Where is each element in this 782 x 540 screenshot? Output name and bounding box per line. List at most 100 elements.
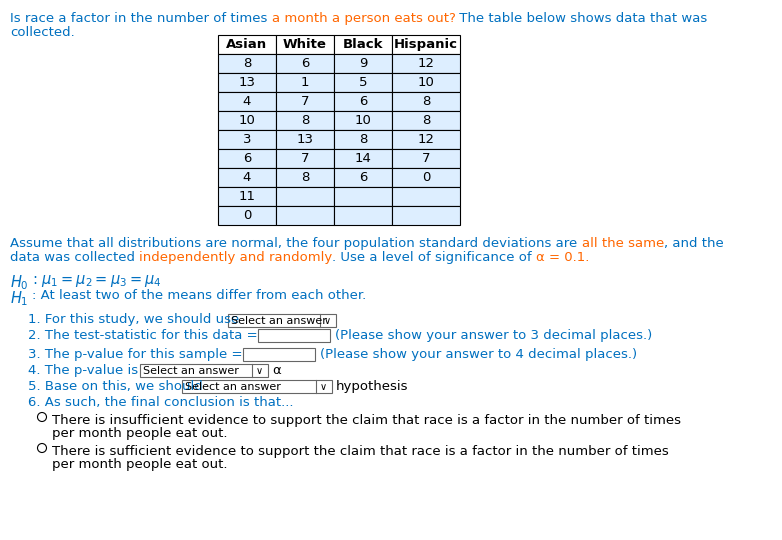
- Text: White: White: [283, 38, 327, 51]
- Text: data was collected: data was collected: [10, 251, 139, 264]
- Bar: [392, 111, 460, 130]
- Bar: [392, 92, 460, 111]
- Bar: [258, 329, 330, 342]
- Text: independently and randomly: independently and randomly: [139, 251, 332, 264]
- Text: Hispanic: Hispanic: [394, 38, 458, 51]
- Bar: [392, 130, 460, 149]
- Bar: [334, 168, 392, 187]
- Circle shape: [38, 443, 46, 453]
- Text: 14: 14: [354, 152, 371, 165]
- Text: 3. The p-value for this sample =: 3. The p-value for this sample =: [28, 348, 242, 361]
- Text: 7: 7: [301, 95, 309, 108]
- Text: The table below shows data that was: The table below shows data that was: [455, 12, 708, 25]
- Text: 11: 11: [239, 190, 256, 203]
- Bar: [276, 111, 334, 130]
- Bar: [218, 111, 276, 130]
- Text: all the same: all the same: [582, 237, 664, 250]
- Bar: [334, 92, 392, 111]
- Text: . Use a level of significance of: . Use a level of significance of: [332, 251, 536, 264]
- Text: α: α: [272, 364, 281, 377]
- Text: Select an answer: Select an answer: [185, 381, 281, 391]
- Text: There is insufficient evidence to support the claim that race is a factor in the: There is insufficient evidence to suppor…: [52, 414, 681, 427]
- Text: : At least two of the means differ from each other.: : At least two of the means differ from …: [32, 289, 366, 302]
- Bar: [334, 187, 392, 206]
- Text: 4. The p-value is: 4. The p-value is: [28, 364, 138, 377]
- Text: collected.: collected.: [10, 26, 75, 39]
- Text: a month: a month: [271, 12, 332, 25]
- Text: 8: 8: [421, 95, 430, 108]
- Circle shape: [38, 413, 46, 422]
- Bar: [218, 206, 276, 225]
- Text: Assume that all distributions are normal, the four population standard deviation: Assume that all distributions are normal…: [10, 237, 582, 250]
- Bar: [218, 130, 276, 149]
- Bar: [334, 149, 392, 168]
- Text: per month people eat out.: per month people eat out.: [52, 458, 228, 471]
- Bar: [334, 54, 392, 73]
- Text: hypothesis: hypothesis: [336, 380, 408, 393]
- Bar: [334, 111, 392, 130]
- Text: , and the: , and the: [664, 237, 723, 250]
- Bar: [140, 364, 268, 377]
- Bar: [276, 187, 334, 206]
- Text: 6: 6: [359, 95, 368, 108]
- Text: 2. The test-statistic for this data =: 2. The test-statistic for this data =: [28, 329, 257, 342]
- Text: 13: 13: [296, 133, 314, 146]
- Text: 12: 12: [418, 133, 435, 146]
- Bar: [218, 168, 276, 187]
- Text: (Please show your answer to 4 decimal places.): (Please show your answer to 4 decimal pl…: [320, 348, 637, 361]
- Bar: [392, 149, 460, 168]
- Text: 4: 4: [243, 171, 251, 184]
- Text: 6: 6: [359, 171, 368, 184]
- Bar: [276, 92, 334, 111]
- Text: 8: 8: [301, 171, 309, 184]
- Bar: [276, 130, 334, 149]
- Text: 6: 6: [301, 57, 309, 70]
- Bar: [276, 206, 334, 225]
- Bar: [334, 73, 392, 92]
- Bar: [218, 149, 276, 168]
- Text: 6. As such, the final conclusion is that...: 6. As such, the final conclusion is that…: [28, 396, 293, 409]
- Bar: [392, 187, 460, 206]
- Bar: [276, 73, 334, 92]
- Bar: [243, 348, 315, 361]
- Text: a person eats out?: a person eats out?: [332, 12, 455, 25]
- Text: ∨: ∨: [320, 381, 327, 391]
- Bar: [276, 149, 334, 168]
- Text: 4: 4: [243, 95, 251, 108]
- Bar: [276, 168, 334, 187]
- Text: : $\mu_1 = \mu_2 = \mu_3 = \mu_4$: : $\mu_1 = \mu_2 = \mu_3 = \mu_4$: [32, 273, 161, 289]
- Bar: [334, 35, 392, 54]
- Bar: [392, 73, 460, 92]
- Text: Black: Black: [343, 38, 383, 51]
- Text: 13: 13: [239, 76, 256, 89]
- Text: Asian: Asian: [227, 38, 267, 51]
- Text: 8: 8: [421, 114, 430, 127]
- Bar: [276, 35, 334, 54]
- Text: There is sufficient evidence to support the claim that race is a factor in the n: There is sufficient evidence to support …: [52, 445, 669, 458]
- Text: 1: 1: [301, 76, 309, 89]
- Text: ∨: ∨: [324, 315, 331, 326]
- Text: 1. For this study, we should use: 1. For this study, we should use: [28, 313, 239, 326]
- Text: $H_1$: $H_1$: [10, 289, 28, 308]
- Text: Is race a factor in the number of times: Is race a factor in the number of times: [10, 12, 271, 25]
- Text: 10: 10: [354, 114, 371, 127]
- Text: 5. Base on this, we should: 5. Base on this, we should: [28, 380, 203, 393]
- Text: α = 0.1.: α = 0.1.: [536, 251, 590, 264]
- Text: per month people eat out.: per month people eat out.: [52, 427, 228, 440]
- Text: Select an answer: Select an answer: [143, 366, 239, 375]
- Text: 10: 10: [239, 114, 256, 127]
- Text: 8: 8: [243, 57, 251, 70]
- Bar: [218, 187, 276, 206]
- Text: 9: 9: [359, 57, 368, 70]
- Text: 8: 8: [359, 133, 368, 146]
- Text: 5: 5: [359, 76, 368, 89]
- Text: (Please show your answer to 3 decimal places.): (Please show your answer to 3 decimal pl…: [335, 329, 652, 342]
- Bar: [218, 92, 276, 111]
- Bar: [392, 168, 460, 187]
- Text: 3: 3: [242, 133, 251, 146]
- Text: 8: 8: [301, 114, 309, 127]
- Bar: [334, 206, 392, 225]
- Text: 6: 6: [243, 152, 251, 165]
- Text: 7: 7: [301, 152, 309, 165]
- Bar: [392, 54, 460, 73]
